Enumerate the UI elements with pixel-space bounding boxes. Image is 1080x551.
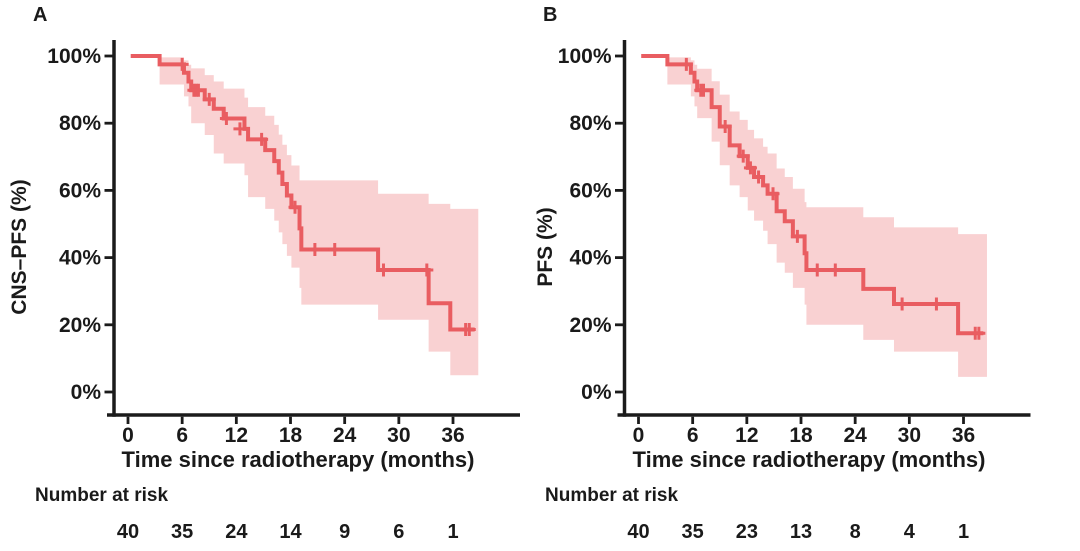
panel-a-y-tick-label: 0% (71, 381, 102, 404)
panel-a-number-at-risk: 14 (279, 521, 302, 543)
panel-a-x-axis-title: Time since radiotherapy (months) (121, 447, 475, 472)
panel-b-censor-mark (766, 187, 780, 201)
panel-a-risk-table-label: Number at risk (35, 485, 169, 506)
panel-b-number-at-risk: 40 (627, 521, 649, 543)
panel-a-censor-mark (202, 92, 216, 106)
panel-a-x-tick-label: 6 (176, 424, 188, 447)
panel-b-number-at-risk: 35 (682, 521, 704, 543)
panel-a-y-tick-label: 100% (47, 45, 101, 68)
panel-a-censor-mark (420, 263, 434, 277)
panel-b-x-tick-label: 36 (952, 424, 975, 447)
panel-b-censor-mark (743, 161, 757, 175)
panel-b-x-tick-label: 30 (898, 424, 921, 447)
panel-b-censor-mark (679, 57, 693, 71)
panel-b-number-at-risk: 13 (790, 521, 812, 543)
panel-a-censor-mark (462, 323, 476, 337)
panel-b-y-tick-label: 100% (558, 45, 612, 68)
panel-b-y-tick-label: 80% (569, 112, 611, 135)
panel-b-x-tick-label: 12 (735, 424, 758, 447)
panel-a-censor-mark (191, 83, 205, 97)
panel-a-censor-mark (328, 243, 342, 257)
panel-b-number-at-risk: 4 (904, 521, 916, 543)
panel-a-y-tick-label: 60% (59, 179, 101, 202)
panel-b-censor-mark (972, 326, 986, 340)
panel-b-x-tick-label: 24 (843, 424, 867, 447)
panel-b-y-tick-label: 20% (569, 314, 611, 337)
panel-b-censor-mark (752, 170, 766, 184)
panel-a-censor-mark (175, 57, 189, 71)
panel-b-censor-mark (895, 297, 909, 311)
panel-b-y-tick-label: 0% (581, 381, 612, 404)
panel-b-x-tick-label: 6 (687, 424, 699, 447)
panel-a-y-tick-label: 80% (59, 112, 101, 135)
panel-a-x-tick-label: 18 (279, 424, 303, 447)
panel-b-number-at-risk: 8 (850, 521, 861, 543)
panel-a-censor-mark (376, 263, 390, 277)
panel-a-y-axis-title: CNS–PFS (%) (8, 179, 31, 315)
panel-b-letter: B (543, 4, 558, 26)
panel-b-censor-mark (718, 120, 732, 134)
panel-b-censor-mark (929, 297, 943, 311)
panel-a-x-tick-label: 0 (122, 424, 134, 447)
panel-b-y-tick-label: 60% (569, 179, 611, 202)
panel-a-censor-mark (255, 132, 269, 146)
panel-a-censor-mark (233, 122, 247, 136)
panel-a-number-at-risk: 6 (393, 521, 404, 543)
panel-a-y-tick-label: 40% (59, 247, 101, 270)
panel-b-censor-mark (790, 229, 804, 243)
panel-a-number-at-risk: 24 (225, 521, 248, 543)
panel-b-censor-mark (810, 263, 824, 277)
panel-b-y-tick-label: 40% (569, 247, 611, 270)
panel-b-risk-table-label: Number at risk (545, 485, 679, 506)
panel-b-y-axis-title: PFS (%) (534, 207, 557, 287)
panel-b-x-axis-title: Time since radiotherapy (months) (632, 447, 986, 472)
panel-a-number-at-risk: 9 (339, 521, 350, 543)
panel-b-censor-mark (697, 83, 711, 97)
panel-a-number-at-risk: 40 (117, 521, 139, 543)
panel-b-x-tick-label: 18 (789, 424, 813, 447)
panel-a-y-tick-label: 20% (59, 314, 101, 337)
panel-b-censor-mark (828, 263, 842, 277)
panel-a-letter: A (33, 4, 48, 26)
panel-a-x-tick-label: 24 (333, 424, 357, 447)
panel-a-x-tick-label: 36 (441, 424, 464, 447)
panel-a-censor-mark (308, 243, 322, 257)
panel-b-number-at-risk: 1 (958, 521, 969, 543)
panel-b-number-at-risk: 23 (736, 521, 758, 543)
panel-a-censor-mark (219, 111, 233, 125)
panel-a-number-at-risk: 35 (171, 521, 193, 543)
panel-b-censor-mark (736, 149, 750, 163)
panel-a-censor-mark (288, 200, 302, 214)
panel-b-confidence-band (667, 57, 987, 377)
panel-a-x-tick-label: 30 (387, 424, 410, 447)
panel-b-x-tick-label: 0 (633, 424, 645, 447)
panel-a-x-tick-label: 12 (225, 424, 248, 447)
panel-a-number-at-risk: 1 (447, 521, 458, 543)
panel-a-confidence-band (159, 57, 479, 376)
